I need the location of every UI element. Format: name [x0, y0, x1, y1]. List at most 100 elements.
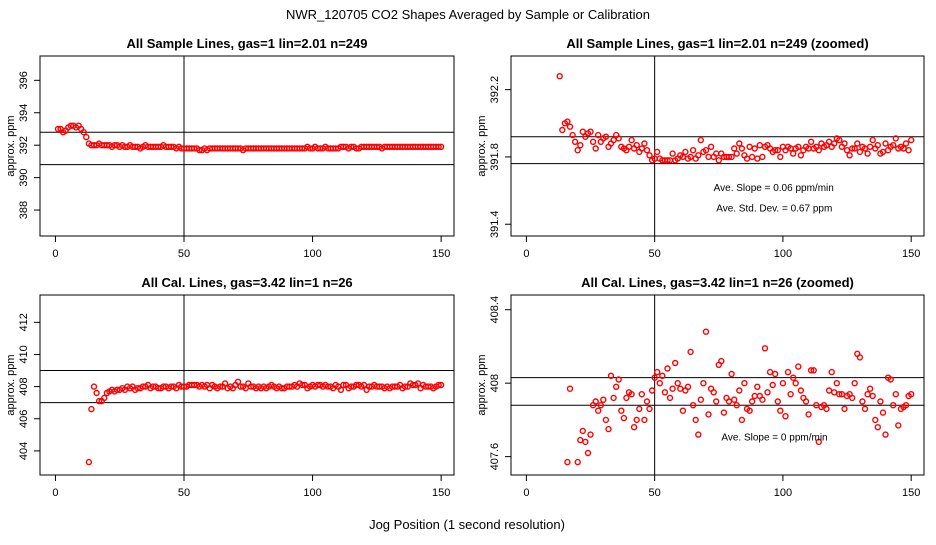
- data-point: [654, 148, 661, 156]
- data-point: [741, 380, 748, 387]
- data-point: [797, 152, 805, 159]
- data-point: [620, 414, 628, 422]
- data-point: [564, 458, 571, 466]
- data-point: [638, 391, 645, 398]
- data-point: [610, 394, 617, 402]
- data-point: [738, 416, 746, 424]
- data-points: [556, 72, 915, 164]
- data-point: [641, 140, 648, 147]
- data-point: [437, 143, 445, 151]
- data-point: [437, 381, 445, 389]
- data-point: [602, 416, 610, 424]
- data-point: [641, 416, 648, 424]
- data-point: [738, 145, 746, 152]
- data-point: [736, 140, 743, 147]
- data-point: [754, 383, 761, 390]
- y-tick-label: 408: [18, 377, 30, 395]
- data-point: [908, 136, 915, 144]
- data-point: [299, 381, 306, 389]
- data-point: [774, 398, 781, 405]
- data-point: [628, 136, 635, 144]
- data-point: [607, 372, 615, 379]
- y-tick-label: 408.4: [489, 296, 501, 324]
- data-point: [684, 383, 692, 390]
- data-point: [679, 407, 687, 414]
- data-point: [864, 150, 871, 157]
- data-point: [682, 148, 689, 156]
- data-point: [689, 146, 697, 154]
- data-point: [564, 118, 571, 125]
- data-point: [595, 407, 602, 414]
- data-point: [669, 150, 676, 157]
- y-tick-label: 408: [489, 374, 501, 392]
- data-point: [733, 150, 740, 157]
- data-point: [646, 405, 653, 413]
- data-point: [790, 150, 797, 157]
- data-point: [643, 398, 651, 405]
- data-point: [697, 136, 704, 144]
- data-point: [401, 383, 409, 390]
- data-point: [856, 354, 864, 361]
- x-tick-label: 100: [303, 487, 321, 499]
- y-tick-label: 404: [18, 442, 30, 460]
- data-point: [728, 370, 735, 378]
- data-point: [592, 398, 599, 405]
- data-point: [759, 396, 766, 403]
- data-point: [702, 146, 710, 154]
- data-point: [777, 153, 784, 161]
- data-point: [574, 458, 581, 466]
- data-point: [88, 405, 95, 413]
- data-point: [234, 378, 242, 385]
- data-point: [700, 380, 707, 387]
- data-point: [615, 376, 622, 383]
- data-point: [902, 402, 910, 409]
- annotation: Ave. Std. Dev. = 0.67 ppm: [716, 203, 832, 214]
- data-point: [772, 146, 779, 154]
- data-point: [710, 389, 717, 396]
- data-point: [908, 391, 915, 398]
- data-point: [746, 407, 753, 414]
- data-point: [666, 394, 674, 402]
- data-point: [823, 405, 830, 413]
- data-point: [849, 145, 856, 152]
- data-point: [831, 389, 838, 396]
- panel-title: All Cal. Lines, gas=3.42 lin=1 n=26: [141, 275, 352, 290]
- x-tick-label: 100: [774, 248, 792, 260]
- data-point: [787, 391, 794, 398]
- y-tick-label: 392.2: [489, 76, 501, 104]
- data-point: [774, 146, 781, 154]
- data-point: [559, 126, 566, 134]
- panel-title: All Sample Lines, gas=1 lin=2.01 n=249 (…: [566, 36, 868, 51]
- data-point: [892, 135, 899, 142]
- x-tick-label: 50: [178, 487, 190, 499]
- data-point: [815, 146, 822, 154]
- panel-sample-full: All Sample Lines, gas=1 lin=2.01 n=249 0 5…: [5, 36, 455, 260]
- data-point: [664, 157, 671, 164]
- data-point: [825, 387, 833, 394]
- data-point: [677, 385, 684, 392]
- data-point: [702, 328, 710, 335]
- data-point: [101, 394, 108, 402]
- data-point: [566, 385, 574, 392]
- data-point: [836, 136, 843, 144]
- data-point: [646, 152, 653, 159]
- data-point: [90, 383, 98, 390]
- data-point: [733, 402, 740, 409]
- data-point: [864, 391, 871, 398]
- data-point: [687, 348, 694, 356]
- data-point: [689, 402, 697, 409]
- data-point: [340, 381, 347, 389]
- y-tick-label: 392: [18, 136, 30, 154]
- data-point: [80, 128, 87, 136]
- data-point: [751, 392, 758, 400]
- data-point: [54, 125, 62, 133]
- data-point: [674, 380, 681, 387]
- data-point: [849, 394, 856, 402]
- data-point: [613, 383, 620, 390]
- data-point: [633, 416, 640, 424]
- data-point: [93, 389, 100, 397]
- panel-title: All Sample Lines, gas=1 lin=2.01 n=249: [127, 36, 368, 51]
- data-point: [866, 143, 874, 151]
- data-point: [843, 146, 851, 154]
